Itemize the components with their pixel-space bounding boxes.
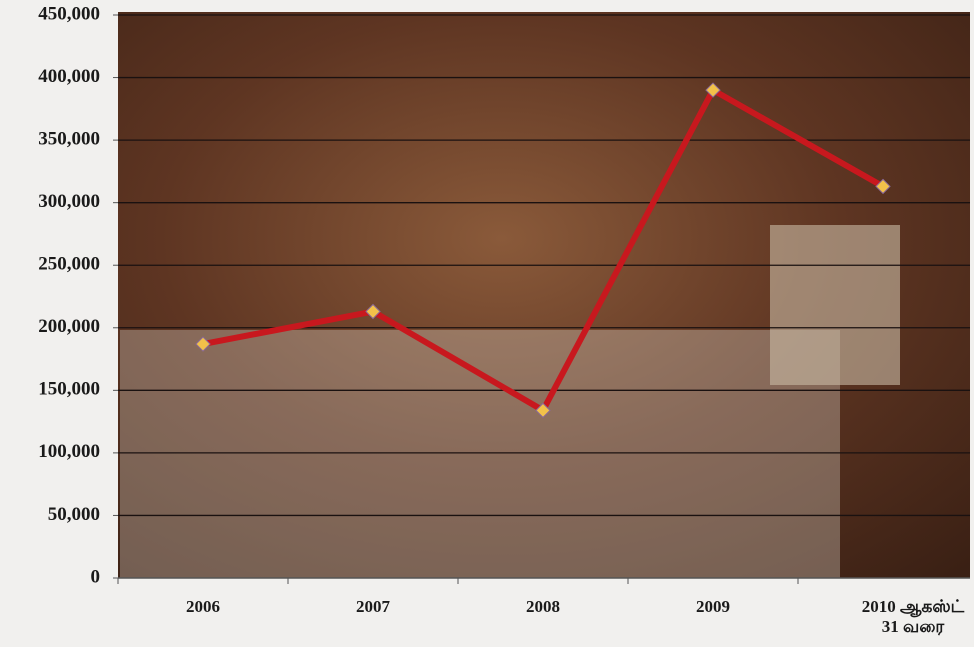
- x-tick-label: 2007: [356, 597, 390, 616]
- x-tick-label: 2008: [526, 597, 560, 616]
- y-tick-label: 400,000: [38, 66, 100, 87]
- x-tick-label: 2009: [696, 597, 730, 616]
- photo-frame: [770, 225, 900, 385]
- y-tick-label: 250,000: [38, 254, 100, 275]
- y-tick-label: 300,000: [38, 191, 100, 212]
- y-tick-label: 200,000: [38, 316, 100, 337]
- y-tick-label: 0: [91, 566, 101, 587]
- marker: [705, 82, 721, 98]
- y-tick-label: 150,000: [38, 379, 100, 400]
- photo-figures: [120, 330, 840, 578]
- x-tick-label: 2010 ஆகஸ்ட் 31 வரை: [861, 597, 965, 636]
- y-tick-label: 100,000: [38, 441, 100, 462]
- y-tick-label: 350,000: [38, 128, 100, 149]
- marker: [875, 178, 891, 195]
- y-tick-label: 450,000: [38, 3, 100, 24]
- marker: [365, 303, 381, 320]
- y-tick-label: 50,000: [48, 504, 100, 525]
- marker: [535, 402, 551, 419]
- x-tick-label: 2006: [186, 597, 220, 616]
- marker: [195, 336, 211, 352]
